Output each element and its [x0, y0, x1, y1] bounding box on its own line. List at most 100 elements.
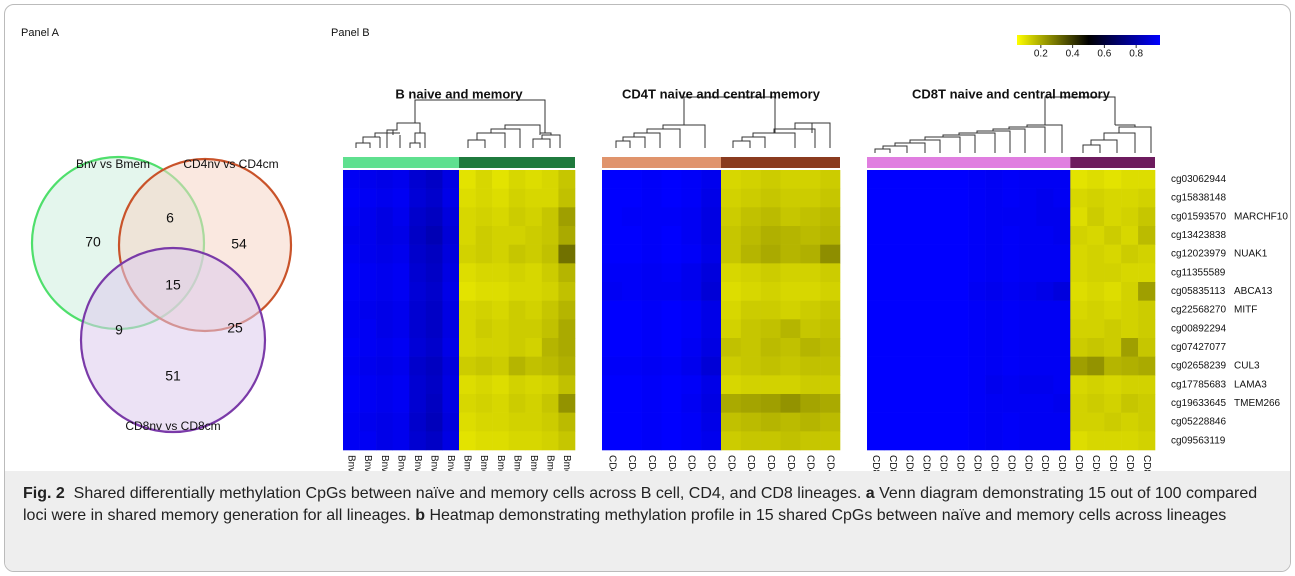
heatmap-cell	[541, 170, 559, 189]
heatmap-cell	[392, 338, 410, 357]
heatmap-cell	[951, 300, 969, 320]
heatmap-cell	[475, 244, 493, 264]
heatmap-cell	[721, 412, 742, 432]
heatmap-cell	[621, 375, 642, 395]
heatmap-cell	[1053, 244, 1071, 264]
heatmap-cell	[541, 300, 559, 320]
heatmap-cell	[1104, 170, 1122, 189]
heatmap-cell	[800, 319, 821, 339]
heatmap-cell	[1104, 300, 1122, 320]
heatmap-cell	[1070, 263, 1088, 283]
heatmap-cell	[740, 207, 761, 227]
heatmap-cell	[1019, 300, 1037, 320]
column-label: CD4cm	[805, 455, 816, 471]
heatmap-title: CD8T naive and central memory	[912, 86, 1111, 101]
heatmap-cell	[1019, 375, 1037, 395]
heatmap-cell	[1019, 263, 1037, 283]
heatmap-cell	[442, 356, 460, 376]
heatmap-cell	[1036, 188, 1054, 208]
heatmap-cell	[392, 412, 410, 432]
heatmap-cell	[661, 319, 682, 339]
heatmap-cell	[934, 226, 953, 245]
heatmap-cell	[900, 431, 919, 451]
heatmap-cell	[558, 394, 576, 413]
heatmap-cell	[558, 431, 576, 451]
heatmap-cell	[681, 375, 702, 395]
heatmap-cell	[1053, 338, 1071, 357]
heatmap-cell	[1121, 338, 1139, 357]
heatmap-cell	[661, 244, 682, 264]
heatmap-cell	[442, 170, 460, 189]
heatmap-cell	[558, 412, 576, 432]
heatmap-cell	[867, 263, 885, 283]
heatmap-cell	[359, 319, 377, 339]
heatmap-cell	[1036, 375, 1054, 395]
heatmap-cell	[343, 375, 360, 395]
column-label: CD8nv	[938, 455, 949, 471]
heatmap-cell	[1036, 282, 1054, 301]
colorbar-tick-label: 0.6	[1097, 49, 1111, 60]
heatmap-cell	[760, 226, 781, 245]
heatmap-cell	[442, 300, 460, 320]
heatmap-cell	[376, 300, 394, 320]
heatmap-cell	[820, 244, 841, 264]
heatmap-cell	[392, 170, 410, 189]
heatmap-cell	[1053, 300, 1071, 320]
heatmap-cell	[740, 263, 761, 283]
heatmap-cell	[867, 226, 885, 245]
heatmap-cell	[900, 412, 919, 432]
heatmap-cell	[558, 356, 576, 376]
heatmap-cell	[1036, 207, 1054, 227]
heatmap-cell	[641, 188, 662, 208]
heatmap-cell	[1053, 412, 1071, 432]
heatmap-cell	[820, 188, 841, 208]
heatmap-cell	[459, 188, 476, 208]
heatmap-cell	[1002, 282, 1020, 301]
heatmap-cell	[820, 375, 841, 395]
heatmap-cell	[1036, 431, 1054, 451]
heatmap-cell	[359, 170, 377, 189]
heatmap-cell	[602, 394, 623, 413]
column-label: CD8nv	[1039, 455, 1050, 471]
heatmap-cell	[525, 375, 543, 395]
heatmap-cell	[425, 263, 443, 283]
heatmap-cell	[359, 263, 377, 283]
heatmap-cell	[641, 375, 662, 395]
heatmap-cell	[1002, 188, 1020, 208]
heatmap-cell	[740, 412, 761, 432]
heatmap-cell	[968, 188, 986, 208]
heatmap-cell	[442, 338, 460, 357]
column-label: CD8nv	[955, 455, 966, 471]
heatmap-cell	[661, 188, 682, 208]
heatmap-cell	[459, 226, 476, 245]
heatmap-cell	[376, 188, 394, 208]
heatmap-cell	[1002, 244, 1020, 264]
heatmap-cell	[1053, 356, 1071, 376]
heatmap-cell	[780, 244, 801, 264]
heatmap-cell	[968, 412, 986, 432]
heatmap-cell	[621, 412, 642, 432]
heatmap-cell	[1002, 375, 1020, 395]
heatmap-cell	[934, 338, 953, 357]
heatmap-cell	[558, 319, 576, 339]
column-label: CD8nv	[988, 455, 999, 471]
heatmap-cell	[661, 263, 682, 283]
heatmap-cell	[820, 356, 841, 376]
heatmap-cell	[541, 431, 559, 451]
column-label: Bnv	[445, 455, 456, 471]
column-label: CD8cm	[1107, 455, 1118, 471]
column-label: CD4cm	[745, 455, 756, 471]
row-label: cg07427077	[1171, 342, 1226, 353]
heatmap-cell	[934, 356, 953, 376]
heatmap-cell	[681, 300, 702, 320]
venn-diagram: Bnv vs Bmem CD4nv vs CD4cm CD8nv vs CD8cm 7…	[30, 155, 293, 433]
heatmap-cell	[934, 244, 953, 264]
heatmap-cell	[641, 170, 662, 189]
heatmap-cell	[900, 244, 919, 264]
heatmap-cell	[1019, 356, 1037, 376]
heatmap-cell	[558, 244, 576, 264]
heatmap-cell	[1087, 356, 1105, 376]
heatmap-cell	[883, 375, 902, 395]
heatmap-cell	[1138, 188, 1156, 208]
heatmap-cell	[1053, 375, 1071, 395]
